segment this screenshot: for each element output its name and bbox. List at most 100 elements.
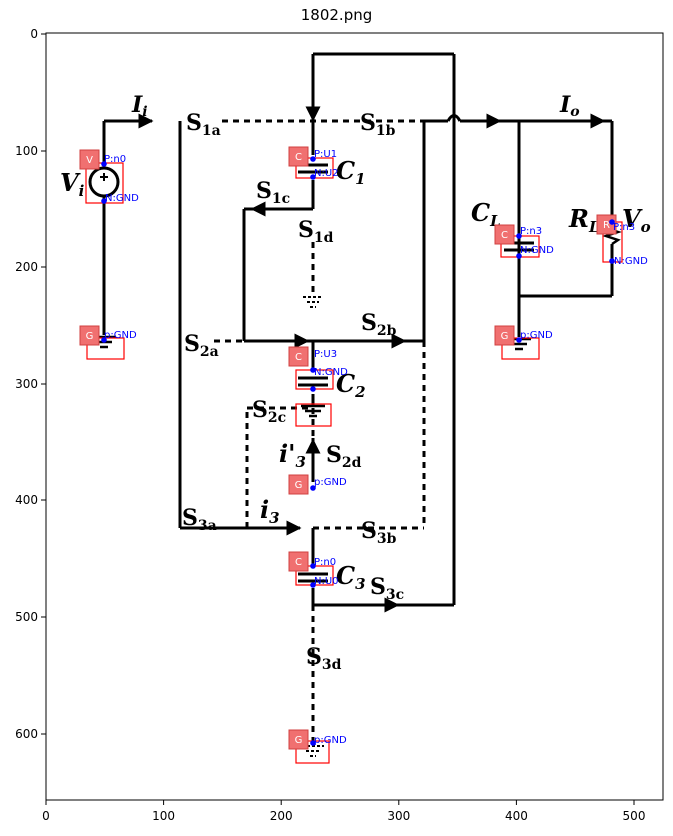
current-arrows xyxy=(112,100,606,613)
ground-symbol xyxy=(301,404,325,418)
label-s1b: S1b xyxy=(360,110,396,139)
label-s1d: S1d xyxy=(298,217,334,246)
y-tick-label: 600 xyxy=(15,727,38,741)
badge-label: R xyxy=(603,220,610,231)
label-s3a: S3a xyxy=(182,505,217,534)
dashed-wires xyxy=(210,119,426,745)
pin-dot xyxy=(516,233,522,239)
x-tick-label: 400 xyxy=(505,809,528,823)
x-tick-label: 500 xyxy=(623,809,646,823)
pin-tag: p:GND xyxy=(520,330,553,341)
badge-label: G xyxy=(86,331,94,342)
badge-label: G xyxy=(295,480,303,491)
component-badge xyxy=(288,346,309,367)
pin-dot xyxy=(101,198,107,204)
pin-dot xyxy=(101,161,107,167)
label-io: Io xyxy=(559,92,580,120)
badge-label: C xyxy=(295,352,302,363)
badge-label: G xyxy=(295,735,303,746)
y-tick-label: 500 xyxy=(15,610,38,624)
label-c1: C1 xyxy=(336,156,366,188)
label-s2d: S2d xyxy=(326,442,362,471)
component-badge xyxy=(288,551,309,572)
figure-title: 1802.png xyxy=(300,6,373,24)
pin-dot xyxy=(609,258,615,264)
detection-box xyxy=(295,403,332,427)
badge-label: G xyxy=(501,331,509,342)
pin-tag: p:GND xyxy=(104,330,137,341)
label-vo: Vo xyxy=(622,204,651,236)
pin-tag: N:GND xyxy=(314,367,348,378)
pin-dot xyxy=(516,253,522,259)
y-tick-label: 100 xyxy=(15,144,38,158)
component-badge xyxy=(288,474,309,495)
capacitor-c2-symbol xyxy=(298,376,328,387)
y-tick-label: 300 xyxy=(15,377,38,391)
y-tick-label: 200 xyxy=(15,260,38,274)
pin-dot xyxy=(310,156,316,162)
component-badge xyxy=(494,224,515,245)
pin-dot xyxy=(310,386,316,392)
pin-dot xyxy=(310,740,316,746)
capacitor-c3-symbol xyxy=(298,572,328,583)
pin-dot xyxy=(310,563,316,569)
label-i3: i3 xyxy=(260,495,280,527)
label-cl: CL xyxy=(471,198,501,230)
label-i3-prime: i'3 xyxy=(279,439,306,471)
label-s3b: S3b xyxy=(361,518,397,547)
pin-tag: P:n3 xyxy=(613,222,635,233)
label-c3: C3 xyxy=(336,561,366,593)
badge-label: C xyxy=(295,152,302,163)
y-axis xyxy=(41,33,46,735)
label-s1c: S1c xyxy=(256,178,290,207)
component-badge xyxy=(79,325,100,346)
label-s2a: S2a xyxy=(184,331,219,360)
pin-tag: p:GND xyxy=(314,735,347,746)
pin-tag: P:n3 xyxy=(520,226,542,237)
label-s2c: S2c xyxy=(252,397,286,426)
label-s1a: S1a xyxy=(186,110,221,139)
pin-dot xyxy=(310,582,316,588)
label-vi: Vi xyxy=(60,168,85,200)
x-tick-label: 100 xyxy=(152,809,175,823)
component-badge xyxy=(494,325,515,346)
pin-dot xyxy=(310,174,316,180)
badge-label: V xyxy=(86,155,93,166)
label-rl: RL xyxy=(568,204,600,236)
x-tick-label: 0 xyxy=(42,809,50,823)
component-badge xyxy=(288,146,309,167)
pin-tag: N:GND xyxy=(105,193,139,204)
badge-label: C xyxy=(295,557,302,568)
x-tick-label: 300 xyxy=(387,809,410,823)
component-badge xyxy=(79,149,100,170)
pin-tag: P:n0 xyxy=(104,154,126,165)
label-s3c: S3c xyxy=(370,574,404,603)
pin-tag: P:n0 xyxy=(314,557,336,568)
voltage-source-symbol xyxy=(88,166,120,198)
label-c2: C2 xyxy=(336,369,366,401)
pin-dot xyxy=(310,367,316,373)
pin-tag: N:U0 xyxy=(314,576,339,587)
pin-tag: N:GND xyxy=(614,256,648,267)
label-s2b: S2b xyxy=(361,310,397,339)
label-s3d: S3d xyxy=(306,644,342,673)
pin-tag: N:U2 xyxy=(314,168,339,179)
ground-symbol xyxy=(303,296,323,308)
x-axis xyxy=(45,800,635,805)
wire-crossing xyxy=(446,114,462,122)
y-tick-label: 0 xyxy=(30,27,38,41)
y-tick-label: 400 xyxy=(15,493,38,507)
pin-dot xyxy=(310,485,316,491)
pin-tag: N:GND xyxy=(520,245,554,256)
component-badge xyxy=(288,729,309,750)
pin-tag: P:U1 xyxy=(314,149,337,160)
pin-dot xyxy=(516,337,522,343)
ground-symbol xyxy=(302,745,324,757)
pin-tag: p:GND xyxy=(314,477,347,488)
badge-label: C xyxy=(501,230,508,241)
pin-dot xyxy=(101,337,107,343)
plot-frame xyxy=(45,32,664,801)
pin-tag: P:U3 xyxy=(314,349,337,360)
pin-dot xyxy=(609,219,615,225)
label-ii: Ii xyxy=(131,92,148,120)
